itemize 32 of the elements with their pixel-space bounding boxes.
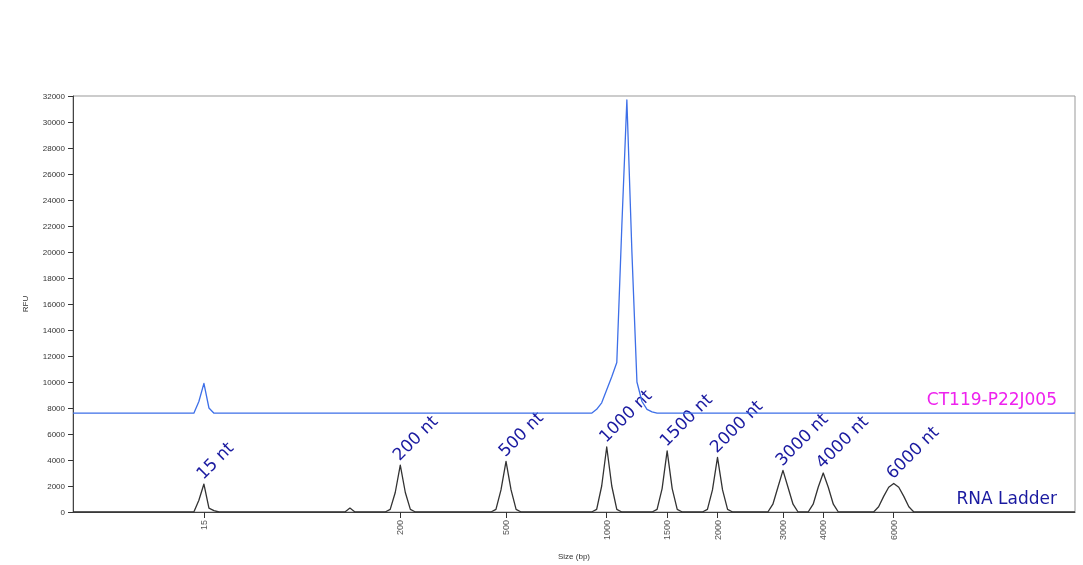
y-tick-label: 20000 bbox=[42, 247, 66, 257]
y-tick-label: 18000 bbox=[42, 273, 66, 283]
x-tick-label: 3000 bbox=[777, 520, 788, 541]
y-tick-label: 14000 bbox=[42, 325, 66, 335]
y-tick-label: 16000 bbox=[42, 299, 66, 309]
series-label: RNA Ladder bbox=[956, 487, 1058, 508]
y-tick-label: 28000 bbox=[42, 143, 66, 153]
annotation: 500 nt bbox=[493, 406, 548, 461]
x-tick-label: 1000 bbox=[601, 520, 612, 541]
y-tick-label: 12000 bbox=[42, 351, 66, 361]
y-tick-label: 2000 bbox=[47, 481, 66, 491]
y-tick-label: 4000 bbox=[47, 455, 66, 465]
y-tick-label: 32000 bbox=[42, 91, 66, 101]
x-tick-label: 2000 bbox=[712, 520, 723, 541]
y-tick-label: 24000 bbox=[42, 195, 66, 205]
y-tick-label: 26000 bbox=[42, 169, 66, 179]
y-tick-label: 22000 bbox=[42, 221, 66, 231]
y-axis-title: RFU bbox=[20, 295, 30, 313]
x-tick-label: 500 bbox=[501, 520, 512, 536]
x-tick-label: 15 bbox=[198, 520, 209, 531]
annotation: 15 nt bbox=[191, 437, 238, 484]
x-tick-label: 1500 bbox=[662, 520, 673, 541]
series-label: CT119-P22J005 bbox=[926, 388, 1057, 409]
x-tick-label: 6000 bbox=[888, 520, 899, 541]
y-tick-label: 8000 bbox=[47, 403, 66, 413]
x-tick-label: 4000 bbox=[818, 520, 829, 541]
y-tick-label: 30000 bbox=[42, 117, 66, 127]
x-axis-title: Size (bp) bbox=[557, 551, 591, 561]
y-tick-label: 6000 bbox=[47, 429, 66, 439]
y-tick-label: 10000 bbox=[42, 377, 66, 387]
x-tick-label: 200 bbox=[395, 520, 406, 536]
y-tick-label: 0 bbox=[60, 507, 66, 517]
